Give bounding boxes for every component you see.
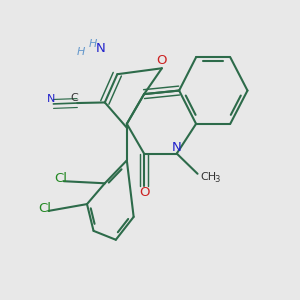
Text: Cl: Cl <box>54 172 67 185</box>
Text: Cl: Cl <box>38 202 51 215</box>
Text: N: N <box>172 140 182 154</box>
Text: CH: CH <box>200 172 216 182</box>
Text: H: H <box>77 47 85 57</box>
Text: H: H <box>89 39 97 49</box>
Text: N: N <box>96 42 106 56</box>
Text: 3: 3 <box>214 175 219 184</box>
Text: O: O <box>157 54 167 67</box>
Text: O: O <box>139 186 149 199</box>
Text: N: N <box>47 94 56 104</box>
Text: C: C <box>70 93 78 103</box>
